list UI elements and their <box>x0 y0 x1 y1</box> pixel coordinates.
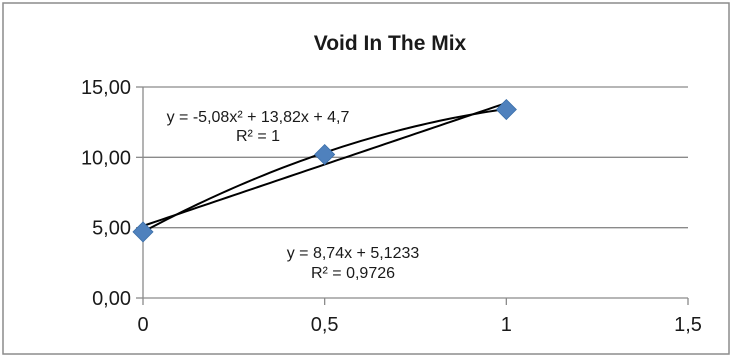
linear-r2-label: R² = 0,9726 <box>311 265 395 282</box>
x-tick-label-1: 0,5 <box>311 314 339 336</box>
tick-labels: 0,00 5,00 10,00 15,00 0 0,5 1 1,5 <box>81 77 702 336</box>
x-tick-label-2: 1 <box>501 314 512 336</box>
y-tick-label-1: 5,00 <box>92 218 131 240</box>
poly-equation-label: y = -5,08x² + 13,82x + 4,7 <box>167 109 350 126</box>
axes <box>136 86 689 305</box>
data-point-1 <box>314 143 336 166</box>
x-tick-label-3: 1,5 <box>674 314 702 336</box>
linear-equation-label: y = 8,74x + 5,1233 <box>287 245 420 262</box>
gridlines <box>143 86 688 229</box>
chart-title: Void In The Mix <box>314 32 467 55</box>
y-tick-label-3: 15,00 <box>81 77 131 99</box>
chart-border <box>2 2 730 355</box>
y-tick-label-2: 10,00 <box>81 147 131 169</box>
data-points <box>132 98 517 243</box>
data-point-2 <box>495 98 517 121</box>
data-point-0 <box>132 221 154 243</box>
x-tick-label-0: 0 <box>137 314 148 336</box>
poly-r2-label: R² = 1 <box>236 128 280 145</box>
y-tick-label-0: 0,00 <box>92 288 131 310</box>
